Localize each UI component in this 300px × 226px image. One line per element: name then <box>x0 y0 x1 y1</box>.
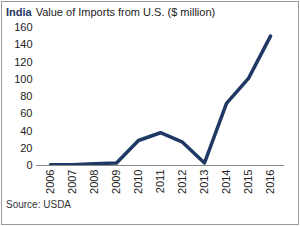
html-text:India Value of Imports from U.: India Value of Imports from U.S. ($ mill… <box>6 6 216 18</box>
svg-text:120: 120 <box>14 56 32 68</box>
svg-text:160: 160 <box>14 21 32 33</box>
svg-text:2007: 2007 <box>66 170 78 194</box>
svg-text:2014: 2014 <box>220 170 232 194</box>
svg-text:2010: 2010 <box>132 170 144 194</box>
svg-text:2006: 2006 <box>44 170 56 194</box>
svg-text:20: 20 <box>20 142 32 154</box>
svg-text:2015: 2015 <box>242 170 254 194</box>
svg-text:2012: 2012 <box>176 170 188 194</box>
svg-text:100: 100 <box>14 73 32 85</box>
svg-text:2016: 2016 <box>264 170 276 194</box>
svg-text:80: 80 <box>20 90 32 102</box>
svg-text:2013: 2013 <box>198 170 210 194</box>
html-text:Source: USDA: Source: USDA <box>6 199 71 210</box>
svg-text:40: 40 <box>20 125 32 137</box>
svg-text:2011: 2011 <box>154 170 166 194</box>
svg-text:140: 140 <box>14 38 32 50</box>
svg-text:60: 60 <box>20 107 32 119</box>
svg-text:0: 0 <box>26 159 32 171</box>
svg-text:2009: 2009 <box>110 170 122 194</box>
svg-text:2008: 2008 <box>88 170 100 194</box>
